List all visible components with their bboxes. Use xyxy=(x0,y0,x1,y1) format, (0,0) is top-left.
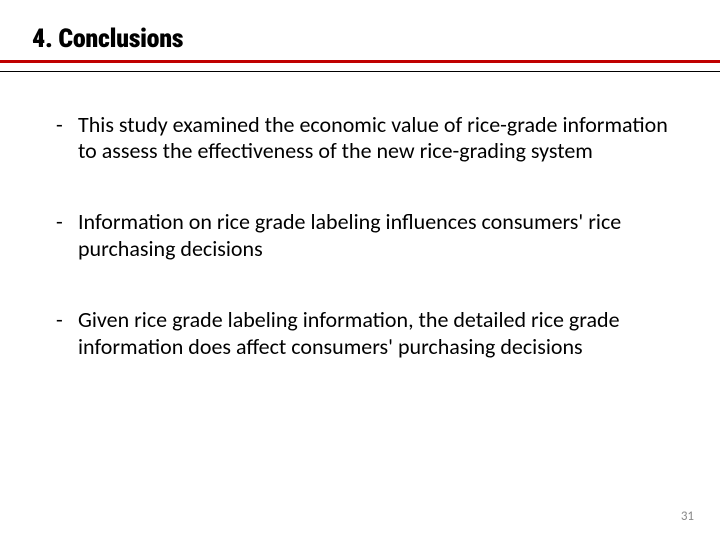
bullet-marker: - xyxy=(52,112,78,139)
list-item: - This study examined the economic value… xyxy=(52,112,668,166)
slide-container: 4. Conclusions - This study examined the… xyxy=(0,0,720,540)
bullet-list: - This study examined the economic value… xyxy=(52,112,668,361)
bullet-text: Information on rice grade labeling influ… xyxy=(78,209,668,263)
section-title: 4. Conclusions xyxy=(0,0,720,60)
bullet-marker: - xyxy=(52,209,78,236)
content-area: - This study examined the economic value… xyxy=(0,72,720,361)
bullet-text: This study examined the economic value o… xyxy=(78,112,668,166)
page-number: 31 xyxy=(681,509,694,524)
list-item: - Given rice grade labeling information,… xyxy=(52,307,668,361)
title-underline-red xyxy=(0,60,720,63)
bullet-marker: - xyxy=(52,307,78,334)
bullet-text: Given rice grade labeling information, t… xyxy=(78,307,668,361)
list-item: - Information on rice grade labeling inf… xyxy=(52,209,668,263)
